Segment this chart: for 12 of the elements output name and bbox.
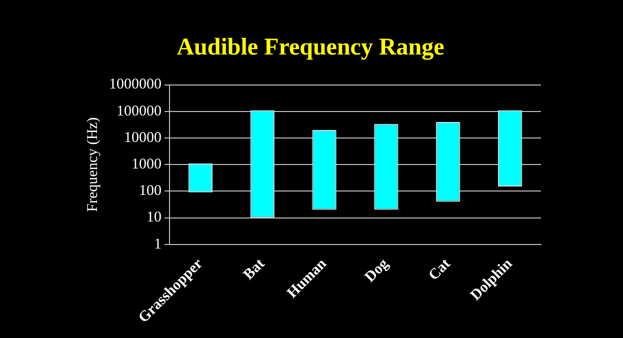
y-tick-label: 100000: [116, 103, 162, 120]
x-tick-label: Cat: [426, 256, 454, 284]
x-tick-label: Dog: [362, 256, 392, 286]
x-tick-label: Bat: [240, 256, 268, 284]
y-axis-title: Frequency (Hz): [84, 117, 101, 212]
y-tick-label: 1: [154, 236, 162, 252]
y-tick-label: 1000000: [109, 76, 162, 93]
y-tick-label: 100: [139, 183, 162, 200]
y-tick-label: 10: [146, 210, 162, 226]
y-tick-label: 1000: [132, 156, 162, 173]
chart-title: Audible Frequency Range: [176, 34, 445, 61]
y-tick-label: 10000: [124, 130, 162, 146]
